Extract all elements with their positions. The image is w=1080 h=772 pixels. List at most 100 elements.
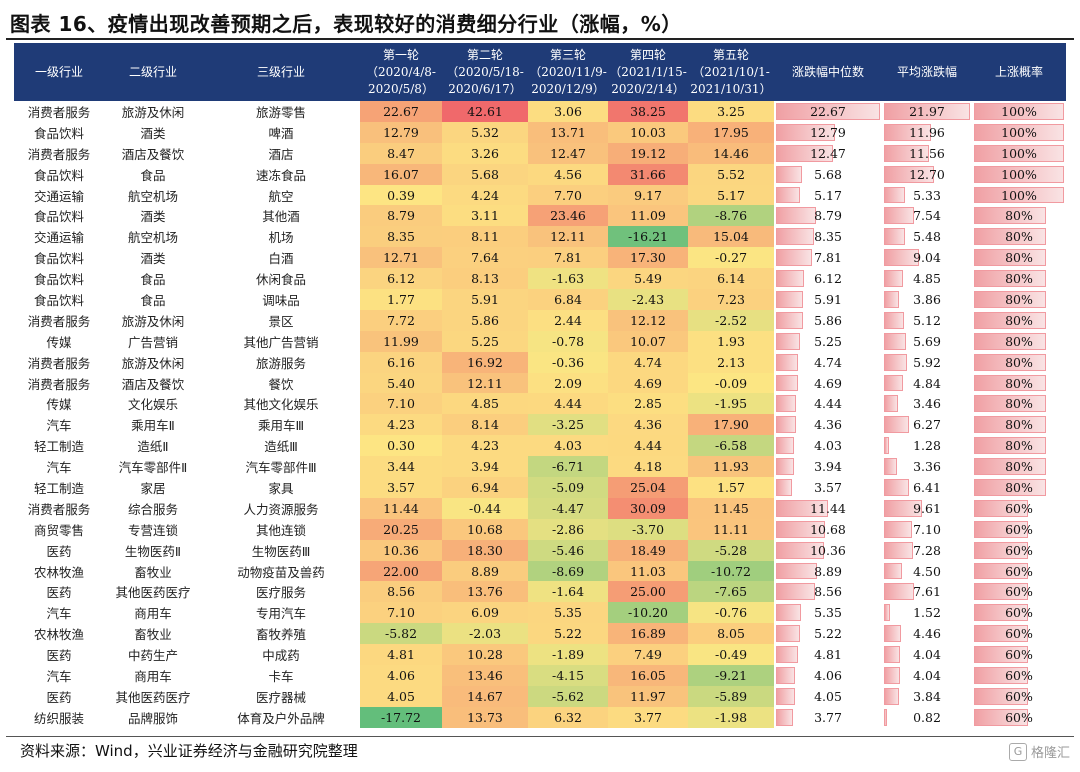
cell-round-1: 1.77 xyxy=(360,289,442,310)
cell-median-value: 3.57 xyxy=(814,479,842,495)
cell-l3: 人力资源服务 xyxy=(243,501,319,517)
cell-round-5: 14.46 xyxy=(688,142,774,164)
cell-avg-bar xyxy=(884,458,898,476)
cell-round-2: 8.11 xyxy=(442,226,528,248)
cell-round-5: -10.72 xyxy=(688,560,774,582)
cell-prob: 80% xyxy=(972,247,1066,268)
cell-prob: 80% xyxy=(972,310,1066,331)
cell-median: 22.67 xyxy=(774,101,882,122)
cell-round-2: 3.11 xyxy=(442,205,528,227)
cell-prob: 80% xyxy=(972,226,1066,247)
cell-avg-bar xyxy=(884,646,900,664)
cell-l2: 酒类 xyxy=(140,251,166,267)
cell-prob-value: 100% xyxy=(1001,166,1037,182)
cell-round-5: 3.25 xyxy=(688,101,774,122)
cell-avg-value: 1.52 xyxy=(913,605,941,621)
cell-prob: 60% xyxy=(972,581,1066,602)
cell-prob-value: 60% xyxy=(1005,500,1033,516)
cell-avg-value: 4.04 xyxy=(913,647,941,663)
cell-round-4: 10.03 xyxy=(608,121,688,143)
round-5-end: 2021/10/31） xyxy=(690,81,772,96)
cell-l1: 食品饮料 xyxy=(33,251,84,267)
cell-prob: 60% xyxy=(972,602,1066,623)
cell-round-3: 23.46 xyxy=(528,205,608,227)
cell-prob-value: 80% xyxy=(1005,375,1033,391)
cell-median: 8.89 xyxy=(774,561,882,582)
cell-round-4: 11.09 xyxy=(608,205,688,227)
cell-avg-bar xyxy=(884,708,888,726)
table-row: 食品饮料 酒类 啤酒 12.79 5.32 13.71 10.03 17.95 12.79 11.… xyxy=(14,121,1066,143)
cell-l3: 专用汽车 xyxy=(255,606,306,622)
cell-prob-bar xyxy=(974,646,1028,664)
table-row: 传媒 文化娱乐 其他文化娱乐 7.10 4.85 4.44 2.85 -1.95 4.44 3.4… xyxy=(14,393,1066,415)
cell-round-1: -5.82 xyxy=(360,623,442,645)
cell-l3: 乘用车Ⅲ xyxy=(257,418,305,434)
cell-round-1: 0.30 xyxy=(360,435,442,457)
cell-prob-bar xyxy=(974,541,1028,559)
cell-l3: 调味品 xyxy=(262,292,300,308)
cell-round-3: -4.47 xyxy=(528,497,608,519)
cell-avg-value: 9.04 xyxy=(913,250,941,266)
cell-round-4: -3.70 xyxy=(608,518,688,540)
cell-prob-bar xyxy=(974,123,1064,141)
cell-avg: 1.28 xyxy=(882,435,972,456)
cell-median-value: 4.36 xyxy=(814,417,842,433)
cell-median: 6.12 xyxy=(774,268,882,289)
cell-median: 4.06 xyxy=(774,665,882,686)
cell-prob: 80% xyxy=(972,414,1066,435)
cell-l3: 医疗器械 xyxy=(255,689,306,705)
cell-l3: 畜牧养殖 xyxy=(255,627,306,643)
cell-median: 3.94 xyxy=(774,456,882,477)
cell-round-3: 2.44 xyxy=(528,309,608,331)
cell-prob: 80% xyxy=(972,289,1066,310)
cell-median-bar xyxy=(776,291,804,308)
cell-prob: 80% xyxy=(972,331,1066,352)
cell-median-bar xyxy=(776,332,801,350)
cell-round-5: 6.14 xyxy=(688,268,774,290)
cell-round-2: 14.67 xyxy=(442,685,528,707)
cell-l2: 旅游及休闲 xyxy=(121,355,185,371)
table-row: 医药 中药生产 中成药 4.81 10.28 -1.89 7.49 -0.49 4.81 4.04… xyxy=(14,644,1066,666)
cell-l2: 食品 xyxy=(140,292,166,308)
cell-median: 4.44 xyxy=(774,393,882,414)
cell-l3: 机场 xyxy=(268,230,294,246)
cell-round-1: 6.16 xyxy=(360,351,442,373)
cell-round-3: 2.09 xyxy=(528,372,608,394)
cell-round-5: 11.11 xyxy=(688,518,774,540)
cell-avg-bar xyxy=(884,311,905,329)
round-3-start: （2020/11/9- xyxy=(529,64,607,79)
cell-avg-value: 4.85 xyxy=(913,271,941,287)
cell-median: 5.22 xyxy=(774,623,882,644)
cell-avg-value: 1.28 xyxy=(913,438,941,454)
round-5-label: 第五轮 xyxy=(712,47,749,62)
col-header-round-5: 第五轮 （2021/10/1- 2021/10/31） xyxy=(688,43,774,101)
cell-median-value: 4.05 xyxy=(814,688,842,704)
cell-median-value: 5.17 xyxy=(814,187,842,203)
cell-l2: 家居 xyxy=(140,480,166,496)
col-header-l1: 一级行业 xyxy=(14,43,104,101)
cell-avg: 3.84 xyxy=(882,686,972,707)
cell-avg: 3.36 xyxy=(882,456,972,477)
table-header-row: 一级行业 二级行业 三级行业 第一轮 （2020/4/8- 2020/5/8） … xyxy=(14,43,1066,101)
cell-round-1: 22.67 xyxy=(360,101,442,122)
cell-prob-bar xyxy=(974,311,1046,329)
cell-median: 4.03 xyxy=(774,435,882,456)
cell-prob-bar xyxy=(974,249,1046,267)
cell-prob-value: 100% xyxy=(1001,187,1037,203)
cell-l2: 专营连锁 xyxy=(127,522,178,538)
cell-avg-bar xyxy=(884,144,930,162)
cell-avg-bar xyxy=(884,332,907,350)
cell-round-3: -1.63 xyxy=(528,268,608,290)
cell-median-bar xyxy=(776,207,817,225)
cell-l2: 旅游及休闲 xyxy=(121,104,185,120)
cell-round-3: -1.64 xyxy=(528,581,608,603)
cell-l1: 食品饮料 xyxy=(33,125,84,141)
cell-avg: 4.50 xyxy=(882,561,972,582)
round-4-start: （2021/1/15- xyxy=(609,64,687,79)
cell-round-3: 6.84 xyxy=(528,289,608,310)
table-row: 交通运输 航空机场 机场 8.35 8.11 12.11 -16.21 15.04 8.35 5.… xyxy=(14,226,1066,248)
cell-round-4: 11.97 xyxy=(608,685,688,707)
table-row: 消费者服务 旅游及休闲 旅游服务 6.16 16.92 -0.36 4.74 2.13 4.74… xyxy=(14,351,1066,373)
col-header-l3: 三级行业 xyxy=(202,43,360,101)
cell-round-4: -16.21 xyxy=(608,226,688,248)
